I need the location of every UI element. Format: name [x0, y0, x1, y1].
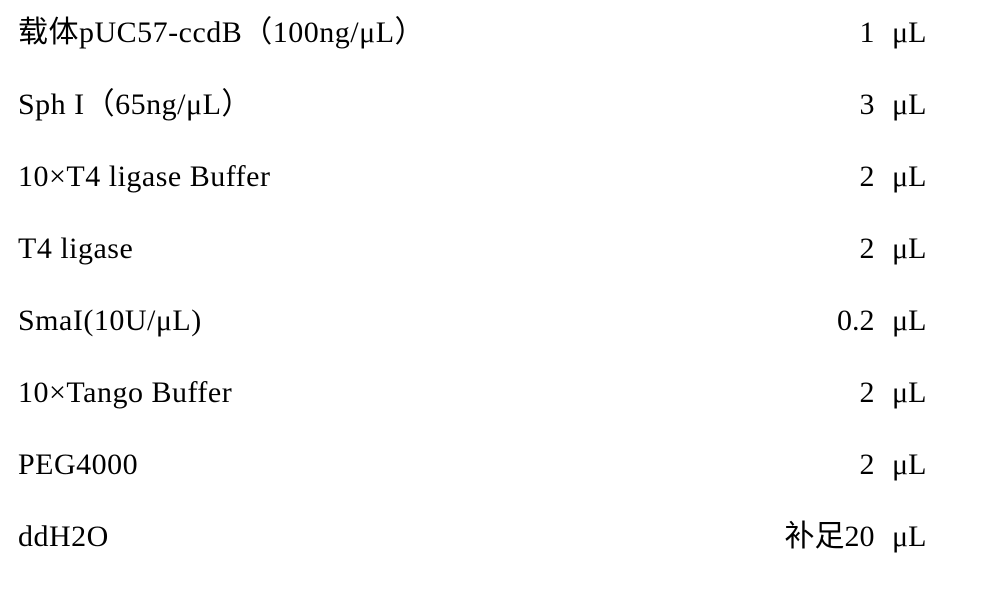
value-text: 2 [860, 378, 875, 408]
unit-text: μL [892, 450, 950, 480]
table-row: ddH2O 补足20 μL [18, 522, 950, 552]
reagent-label: 载体pUC57-ccdB（100ng/μL） [18, 18, 425, 48]
unit-text: μL [892, 162, 950, 192]
reagent-amount: 2 μL [860, 378, 951, 408]
table-row: SmaI(10U/μL) 0.2 μL [18, 306, 950, 336]
unit-text: μL [892, 18, 950, 48]
reagent-amount: 2 μL [860, 450, 951, 480]
value-text: 0.2 [837, 306, 875, 336]
reagent-amount: 1 μL [860, 18, 951, 48]
value-text: 2 [860, 234, 875, 264]
table-row: 10×Tango Buffer 2 μL [18, 378, 950, 408]
reagent-label: ddH2O [18, 522, 109, 552]
value-text: 2 [860, 450, 875, 480]
table-row: Sph I（65ng/μL） 3 μL [18, 90, 950, 120]
reagent-amount: 2 μL [860, 162, 951, 192]
reagent-label: PEG4000 [18, 450, 138, 480]
value-text: 补足20 [785, 522, 875, 552]
reagent-amount: 0.2 μL [837, 306, 950, 336]
unit-text: μL [892, 306, 950, 336]
unit-text: μL [892, 378, 950, 408]
table-row: 10×T4 ligase Buffer 2 μL [18, 162, 950, 192]
table-row: 载体pUC57-ccdB（100ng/μL） 1 μL [18, 18, 950, 48]
reagent-label: 10×Tango Buffer [18, 378, 232, 408]
reagent-table: 载体pUC57-ccdB（100ng/μL） 1 μL Sph I（65ng/μ… [0, 0, 1000, 570]
value-text: 1 [860, 18, 875, 48]
reagent-amount: 2 μL [860, 234, 951, 264]
unit-text: μL [892, 234, 950, 264]
unit-text: μL [892, 90, 950, 120]
value-text: 3 [860, 90, 875, 120]
unit-text: μL [892, 522, 950, 552]
value-text: 2 [860, 162, 875, 192]
table-row: T4 ligase 2 μL [18, 234, 950, 264]
reagent-amount: 补足20 μL [785, 522, 951, 552]
table-row: PEG4000 2 μL [18, 450, 950, 480]
reagent-label: 10×T4 ligase Buffer [18, 162, 270, 192]
reagent-label: T4 ligase [18, 234, 133, 264]
reagent-label: Sph I（65ng/μL） [18, 90, 252, 120]
reagent-amount: 3 μL [860, 90, 951, 120]
reagent-label: SmaI(10U/μL) [18, 306, 202, 336]
